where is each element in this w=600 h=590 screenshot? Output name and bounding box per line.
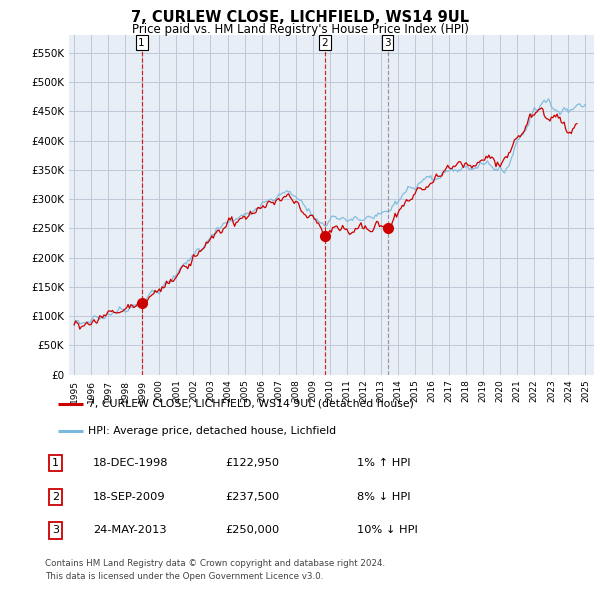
Text: 1: 1 — [52, 458, 59, 468]
Text: Contains HM Land Registry data © Crown copyright and database right 2024.: Contains HM Land Registry data © Crown c… — [45, 559, 385, 568]
Text: 1% ↑ HPI: 1% ↑ HPI — [357, 458, 410, 468]
Text: This data is licensed under the Open Government Licence v3.0.: This data is licensed under the Open Gov… — [45, 572, 323, 581]
Text: 24-MAY-2013: 24-MAY-2013 — [93, 526, 167, 535]
Text: £237,500: £237,500 — [225, 492, 279, 502]
Text: 10% ↓ HPI: 10% ↓ HPI — [357, 526, 418, 535]
Text: 3: 3 — [52, 526, 59, 535]
Text: 18-DEC-1998: 18-DEC-1998 — [93, 458, 169, 468]
Text: £250,000: £250,000 — [225, 526, 279, 535]
Text: 18-SEP-2009: 18-SEP-2009 — [93, 492, 166, 502]
Text: 2: 2 — [322, 38, 328, 48]
Text: Price paid vs. HM Land Registry's House Price Index (HPI): Price paid vs. HM Land Registry's House … — [131, 23, 469, 36]
Text: £122,950: £122,950 — [225, 458, 279, 468]
Text: 1: 1 — [139, 38, 145, 48]
Text: HPI: Average price, detached house, Lichfield: HPI: Average price, detached house, Lich… — [88, 426, 337, 436]
Text: 3: 3 — [384, 38, 391, 48]
Text: 7, CURLEW CLOSE, LICHFIELD, WS14 9UL: 7, CURLEW CLOSE, LICHFIELD, WS14 9UL — [131, 10, 469, 25]
Text: 2: 2 — [52, 492, 59, 502]
Text: 8% ↓ HPI: 8% ↓ HPI — [357, 492, 410, 502]
Text: 7, CURLEW CLOSE, LICHFIELD, WS14 9UL (detached house): 7, CURLEW CLOSE, LICHFIELD, WS14 9UL (de… — [88, 399, 414, 409]
